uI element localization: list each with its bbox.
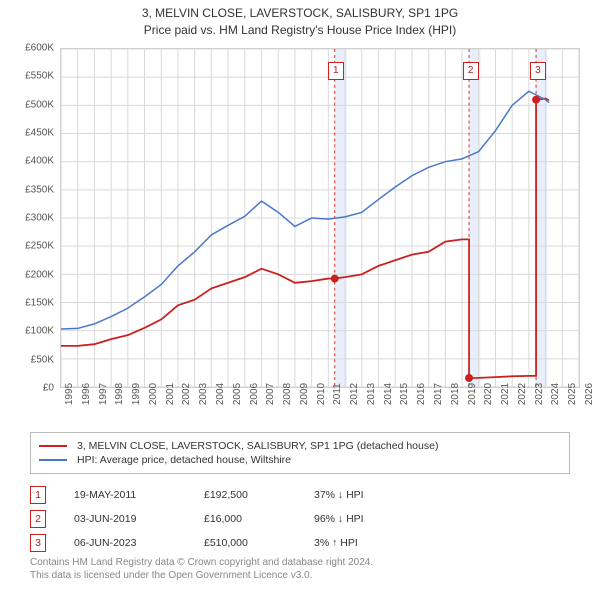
x-tick-label: 1995 [64, 383, 75, 405]
x-tick-label: 2019 [467, 383, 478, 405]
legend-row: HPI: Average price, detached house, Wilt… [39, 454, 561, 466]
event-price: £510,000 [204, 537, 314, 549]
x-tick-label: 2012 [349, 383, 360, 405]
y-tick-label: £550K [25, 71, 54, 82]
x-tick-label: 1996 [81, 383, 92, 405]
titles: 3, MELVIN CLOSE, LAVERSTOCK, SALISBURY, … [0, 0, 600, 37]
x-tick-label: 2013 [366, 383, 377, 405]
x-tick-label: 2025 [567, 383, 578, 405]
x-tick-label: 2021 [500, 383, 511, 405]
chart-marker-2: 2 [463, 62, 479, 80]
chart-marker-1: 1 [328, 62, 344, 80]
x-tick-label: 2002 [181, 383, 192, 405]
y-tick-label: £450K [25, 128, 54, 139]
x-tick-label: 2005 [232, 383, 243, 405]
x-tick-label: 2026 [584, 383, 595, 405]
x-tick-label: 1998 [114, 383, 125, 405]
x-axis-ticks: 1995199619971998199920002001200220032004… [60, 390, 580, 430]
x-tick-label: 2009 [299, 383, 310, 405]
x-tick-label: 2003 [198, 383, 209, 405]
x-tick-label: 2020 [483, 383, 494, 405]
legend-swatch [39, 445, 67, 447]
legend-swatch [39, 459, 67, 461]
x-tick-label: 1997 [98, 383, 109, 405]
legend: 3, MELVIN CLOSE, LAVERSTOCK, SALISBURY, … [30, 432, 570, 474]
y-tick-label: £600K [25, 43, 54, 54]
title-address: 3, MELVIN CLOSE, LAVERSTOCK, SALISBURY, … [0, 6, 600, 20]
x-tick-label: 2008 [282, 383, 293, 405]
event-row: 2 03-JUN-2019£16,00096% ↓ HPI [30, 510, 570, 528]
y-tick-label: £250K [25, 241, 54, 252]
y-tick-label: £100K [25, 326, 54, 337]
y-tick-label: £200K [25, 269, 54, 280]
footer-line-2: This data is licensed under the Open Gov… [30, 569, 570, 582]
x-tick-label: 2014 [383, 383, 394, 405]
x-tick-label: 2004 [215, 383, 226, 405]
x-tick-label: 2023 [534, 383, 545, 405]
chart-svg [61, 49, 579, 387]
events-table: 1 19-MAY-2011£192,50037% ↓ HPI 2 03-JUN-201… [30, 480, 570, 558]
event-row: 1 19-MAY-2011£192,50037% ↓ HPI [30, 486, 570, 504]
event-date: 06-JUN-2023 [74, 537, 204, 549]
y-tick-label: £350K [25, 184, 54, 195]
x-tick-label: 2010 [316, 383, 327, 405]
footer-line-1: Contains HM Land Registry data © Crown c… [30, 556, 570, 569]
x-tick-label: 2018 [450, 383, 461, 405]
event-price: £192,500 [204, 489, 314, 501]
x-tick-label: 2000 [148, 383, 159, 405]
event-marker: 3 [30, 534, 46, 552]
x-tick-label: 2024 [550, 383, 561, 405]
x-tick-label: 2007 [265, 383, 276, 405]
x-tick-label: 2017 [433, 383, 444, 405]
footer: Contains HM Land Registry data © Crown c… [30, 556, 570, 582]
y-tick-label: £400K [25, 156, 54, 167]
x-tick-label: 2022 [517, 383, 528, 405]
event-delta: 37% ↓ HPI [314, 489, 424, 501]
event-marker: 1 [30, 486, 46, 504]
figure-root: 3, MELVIN CLOSE, LAVERSTOCK, SALISBURY, … [0, 0, 600, 590]
x-tick-label: 2015 [399, 383, 410, 405]
legend-label: 3, MELVIN CLOSE, LAVERSTOCK, SALISBURY, … [77, 440, 438, 452]
chart-marker-3: 3 [530, 62, 546, 80]
event-date: 19-MAY-2011 [74, 489, 204, 501]
chart-plot-area [60, 48, 580, 388]
legend-row: 3, MELVIN CLOSE, LAVERSTOCK, SALISBURY, … [39, 440, 561, 452]
event-marker: 2 [30, 510, 46, 528]
y-tick-label: £0 [43, 383, 54, 394]
event-price: £16,000 [204, 513, 314, 525]
event-delta: 3% ↑ HPI [314, 537, 424, 549]
x-tick-label: 2006 [249, 383, 260, 405]
legend-label: HPI: Average price, detached house, Wilt… [77, 454, 291, 466]
y-axis-ticks: £0£50K£100K£150K£200K£250K£300K£350K£400… [0, 48, 58, 388]
x-tick-label: 2001 [165, 383, 176, 405]
y-tick-label: £50K [31, 354, 54, 365]
event-row: 3 06-JUN-2023£510,0003% ↑ HPI [30, 534, 570, 552]
y-tick-label: £300K [25, 213, 54, 224]
y-tick-label: £500K [25, 99, 54, 110]
x-tick-label: 1999 [131, 383, 142, 405]
x-tick-label: 2016 [416, 383, 427, 405]
x-tick-label: 2011 [332, 383, 343, 405]
y-tick-label: £150K [25, 298, 54, 309]
title-subtitle: Price paid vs. HM Land Registry's House … [0, 23, 600, 37]
event-date: 03-JUN-2019 [74, 513, 204, 525]
event-delta: 96% ↓ HPI [314, 513, 424, 525]
